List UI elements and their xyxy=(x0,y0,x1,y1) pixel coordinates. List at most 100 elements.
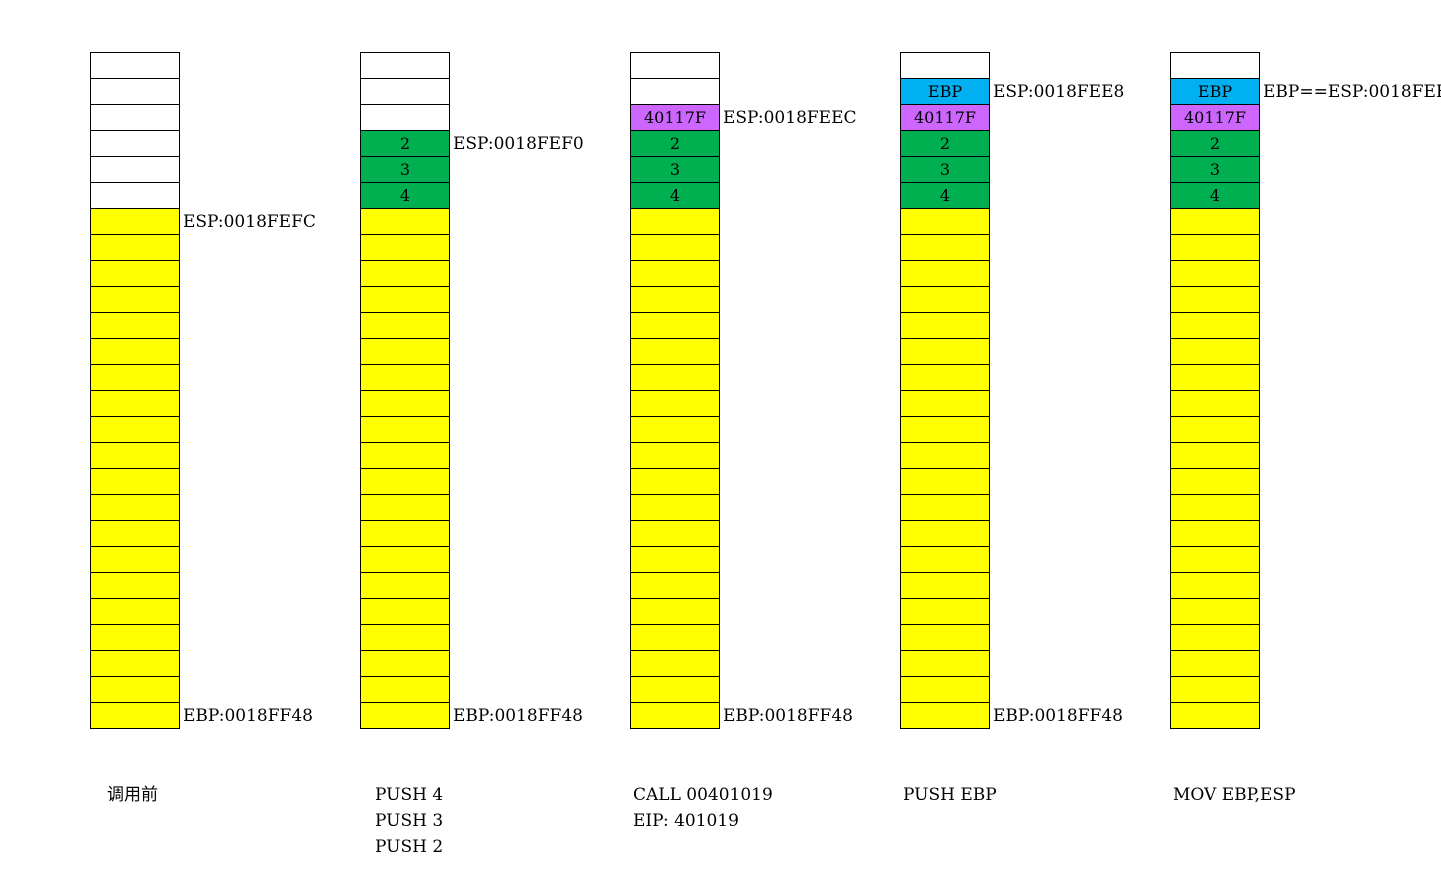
stack-cell-caller-frame xyxy=(361,677,449,703)
stack-cell-caller-frame xyxy=(91,599,179,625)
stack-cell-caller-frame xyxy=(361,339,449,365)
register-pointer-label: ESP:0018FEE8 xyxy=(993,82,1125,102)
stack-cell-caller-frame xyxy=(901,547,989,573)
stack-cell-arg: 2 xyxy=(631,131,719,157)
stack-cell-empty xyxy=(91,79,179,105)
instruction-line: MOV EBP,ESP xyxy=(1173,785,1296,805)
stack-cell-caller-frame xyxy=(631,365,719,391)
stack-cell-empty xyxy=(361,79,449,105)
stack-cell-caller-frame xyxy=(631,287,719,313)
stack-cell-caller-frame xyxy=(91,287,179,313)
stack-cell-ebp: EBP xyxy=(901,79,989,105)
stack-cell-caller-frame xyxy=(1171,339,1259,365)
stack-cell-empty xyxy=(91,53,179,79)
stack-cell-caller-frame xyxy=(91,417,179,443)
stack-cell-ret: 40117F xyxy=(631,105,719,131)
stack-cell-arg: 3 xyxy=(1171,157,1259,183)
stack-cell-caller-frame xyxy=(631,339,719,365)
register-pointer-label: EBP==ESP:0018FEE8 xyxy=(1263,82,1441,102)
stack-cell-arg: 4 xyxy=(1171,183,1259,209)
register-pointer-label: EBP:0018FF48 xyxy=(183,706,313,726)
stack-cell-caller-frame xyxy=(361,703,449,729)
register-pointer-label: ESP:0018FEF0 xyxy=(453,134,584,154)
stack-cell-caller-frame xyxy=(361,391,449,417)
instruction-line: 调用前 xyxy=(107,785,158,805)
stack-cell-caller-frame xyxy=(91,313,179,339)
stack-cell-caller-frame xyxy=(91,625,179,651)
stack-cell-caller-frame xyxy=(631,703,719,729)
stack-cell-ret: 40117F xyxy=(1171,105,1259,131)
stack-cell-caller-frame xyxy=(1171,573,1259,599)
stack-cell-caller-frame xyxy=(1171,287,1259,313)
stack-cell-caller-frame xyxy=(361,495,449,521)
stack-cell-caller-frame xyxy=(901,209,989,235)
stack-cell-caller-frame xyxy=(631,651,719,677)
stack-cell-ebp: EBP xyxy=(1171,79,1259,105)
stack-cell-caller-frame xyxy=(361,261,449,287)
stack-cell-empty xyxy=(91,183,179,209)
stack-cell-caller-frame xyxy=(91,677,179,703)
stack-cell-caller-frame xyxy=(1171,443,1259,469)
stack-cell-arg: 2 xyxy=(901,131,989,157)
stack-cell-caller-frame xyxy=(631,625,719,651)
register-pointer-label: EBP:0018FF48 xyxy=(993,706,1123,726)
stack-cell-arg: 3 xyxy=(361,157,449,183)
stack-cell-caller-frame xyxy=(901,365,989,391)
stack-cell-caller-frame xyxy=(631,235,719,261)
stack-cell-caller-frame xyxy=(631,495,719,521)
stack-cell-caller-frame xyxy=(1171,209,1259,235)
stack-cell-caller-frame xyxy=(901,235,989,261)
register-pointer-label: EBP:0018FF48 xyxy=(453,706,583,726)
stack-cell-caller-frame xyxy=(361,625,449,651)
stack-cell-caller-frame xyxy=(901,703,989,729)
instruction-line: CALL 00401019 xyxy=(633,785,773,805)
stack-cell-caller-frame xyxy=(631,261,719,287)
stack-cell-arg: 4 xyxy=(361,183,449,209)
stack-cell-caller-frame xyxy=(91,651,179,677)
stack-cell-caller-frame xyxy=(1171,391,1259,417)
stack-cell-caller-frame xyxy=(361,235,449,261)
stack-cell-empty xyxy=(361,105,449,131)
stack-cell-caller-frame xyxy=(901,625,989,651)
stack-cell-caller-frame xyxy=(901,261,989,287)
stack-cell-empty xyxy=(361,53,449,79)
stack-cell-caller-frame xyxy=(901,495,989,521)
stack-cell-caller-frame xyxy=(1171,677,1259,703)
stack-cell-caller-frame xyxy=(91,495,179,521)
stack-cell-caller-frame xyxy=(901,443,989,469)
stack-cell-caller-frame xyxy=(91,469,179,495)
stack-cell-caller-frame xyxy=(91,339,179,365)
stack-cell-empty xyxy=(91,157,179,183)
stack-cell-empty xyxy=(901,53,989,79)
stack-cell-caller-frame xyxy=(1171,495,1259,521)
stack-cell-caller-frame xyxy=(901,313,989,339)
stack-column-3: 40117F 2 3 4 xyxy=(630,52,720,729)
stack-cell-caller-frame xyxy=(91,521,179,547)
stack-cell-caller-frame xyxy=(91,443,179,469)
stack-cell-empty xyxy=(91,131,179,157)
stack-cell-caller-frame xyxy=(361,365,449,391)
stack-cell-arg: 3 xyxy=(631,157,719,183)
stack-column-5: EBP 40117F 2 3 4 xyxy=(1170,52,1260,729)
stack-cell-caller-frame xyxy=(361,521,449,547)
instruction-caption: PUSH 4 PUSH 3 PUSH 2 xyxy=(375,782,443,860)
stack-cell-caller-frame xyxy=(901,521,989,547)
stack-cell-empty xyxy=(91,105,179,131)
instruction-caption: CALL 00401019 EIP: 401019 xyxy=(633,782,773,834)
stack-cell-caller-frame xyxy=(1171,599,1259,625)
stack-cell-caller-frame xyxy=(1171,235,1259,261)
stack-cell-caller-frame xyxy=(1171,521,1259,547)
stack-cell-caller-frame xyxy=(1171,417,1259,443)
stack-cell-caller-frame xyxy=(91,365,179,391)
stack-cell-caller-frame xyxy=(901,651,989,677)
stack-cell-caller-frame xyxy=(361,287,449,313)
stack-column-1 xyxy=(90,52,180,729)
stack-cell-caller-frame xyxy=(1171,469,1259,495)
stack-cell-caller-frame xyxy=(1171,313,1259,339)
stack-cell-caller-frame xyxy=(631,677,719,703)
instruction-line: PUSH 4 xyxy=(375,785,444,805)
stack-cell-caller-frame xyxy=(361,417,449,443)
stack-cell-caller-frame xyxy=(901,391,989,417)
instruction-line: PUSH EBP xyxy=(903,785,997,805)
